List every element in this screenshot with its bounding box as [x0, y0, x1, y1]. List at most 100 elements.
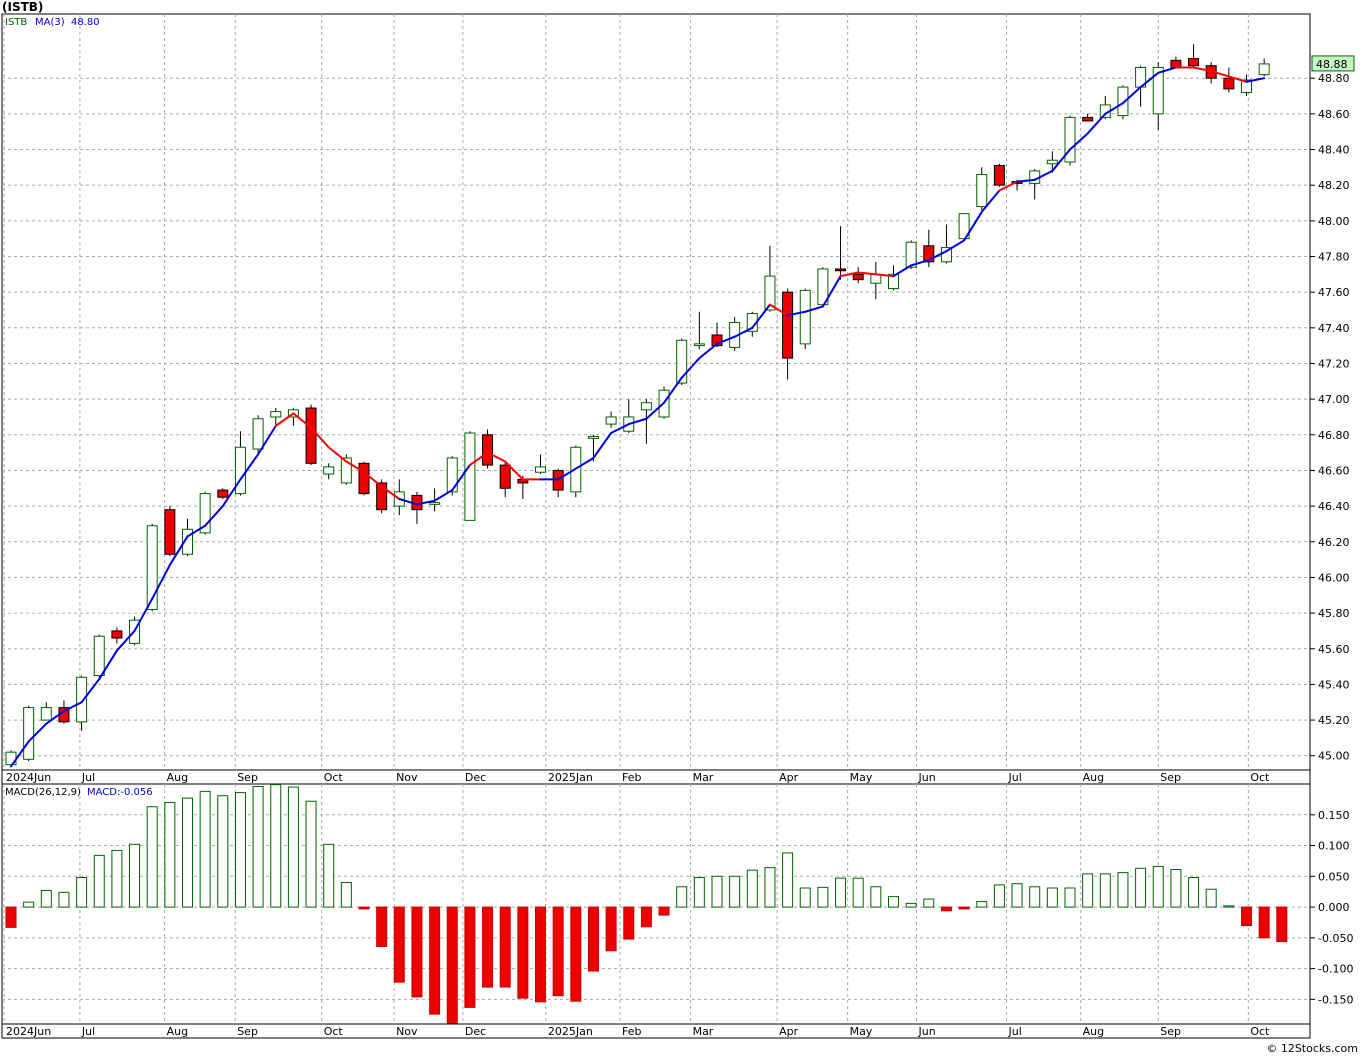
ma-segment: [1051, 148, 1071, 172]
macd-bar-negative: [446, 906, 458, 1025]
candle-body-up: [976, 173, 988, 208]
price-x-tick-label: Jul: [81, 771, 95, 784]
ma-segment: [839, 271, 860, 278]
candle-body-up: [764, 275, 776, 311]
candle: [905, 240, 917, 269]
candle-body-up: [1152, 66, 1164, 115]
price-y-axis: 45.00 45.20 45.40 45.60 45.80 46.00 46.20 46.40…: [1310, 72, 1350, 763]
macd-bar-positive: [23, 901, 35, 908]
candle-body-up: [429, 502, 441, 505]
ma-segment: [998, 180, 1019, 192]
macd-x-tick-label: Feb: [622, 1025, 641, 1038]
ma-segment: [363, 471, 383, 488]
candle-body-down: [923, 245, 935, 263]
macd-bar-positive: [146, 806, 158, 908]
candle: [199, 491, 211, 535]
ma-segment: [1121, 86, 1142, 105]
candle-body-down: [711, 334, 723, 347]
macd-x-tick-label: 2025Jan: [548, 1025, 593, 1038]
macd-bar-positive: [164, 801, 176, 908]
symbol-label: ISTB: [5, 17, 27, 28]
ma-segment: [1210, 70, 1230, 78]
ma-segment: [1104, 102, 1124, 115]
macd-bar-negative: [376, 906, 388, 947]
macd-bar-positive: [764, 867, 776, 908]
candle-body-up: [464, 432, 476, 521]
macd-bar-negative: [393, 906, 405, 983]
price-tick-label: 48.20: [1318, 179, 1350, 192]
price-tick-label: 47.40: [1318, 322, 1350, 335]
candle: [23, 705, 35, 762]
candle-body-down: [499, 464, 511, 489]
ma-segment: [151, 563, 171, 600]
price-tick-label: 46.00: [1318, 571, 1350, 584]
last-price-value: 48.88: [1316, 58, 1348, 71]
macd-bar-positive: [1152, 865, 1164, 908]
macd-x-tick-label: Jul: [1008, 1025, 1022, 1038]
macd-x-axis-band: [1, 1023, 1311, 1039]
ma-segment: [1192, 66, 1213, 73]
ma-segment: [62, 701, 83, 713]
price-x-tick-label: Dec: [465, 771, 486, 784]
macd-bar-positive: [217, 795, 229, 908]
macd-bar-positive: [252, 785, 264, 908]
price-x-tick-label: Jun: [918, 771, 936, 784]
price-tick-label: 47.60: [1318, 286, 1350, 299]
ma-segment: [433, 489, 454, 502]
macd-bar-positive: [835, 877, 847, 908]
price-x-tick-label: Jul: [1008, 771, 1022, 784]
macd-bar-positive: [287, 786, 299, 908]
ma-segment: [716, 335, 736, 345]
macd-bar-positive: [852, 877, 864, 908]
macd-bar-positive: [1205, 888, 1217, 908]
ma-segment: [345, 460, 365, 474]
ma-segment: [204, 505, 224, 527]
candle-body-down: [305, 407, 317, 464]
candle-body-up: [23, 707, 35, 760]
ma-segment: [945, 239, 966, 253]
candle-body-down: [782, 291, 794, 359]
ma-segment: [398, 497, 418, 506]
ma-segment: [892, 264, 913, 278]
candle-body-down: [835, 268, 847, 272]
ma-segment: [627, 417, 648, 426]
macd-bar-positive: [1046, 887, 1058, 908]
ma-segment: [680, 357, 701, 379]
macd-tick-label: -0.150: [1318, 993, 1353, 1006]
candle-body-up: [905, 241, 917, 268]
candle-body-up: [676, 339, 688, 384]
ma-value: 48.80: [71, 17, 100, 28]
macd-x-axis: 2024Jun Jul Aug Sep Oct Nov Dec 2025Jan Feb Mar Ap…: [6, 1025, 1270, 1038]
macd-bars: [5, 784, 1288, 1025]
price-grid: [2, 14, 1310, 770]
macd-bar-negative: [517, 906, 529, 999]
ma-segment: [115, 629, 136, 652]
macd-x-tick-label: Mar: [693, 1025, 714, 1038]
price-x-tick-label: Mar: [693, 771, 714, 784]
candle: [93, 634, 105, 680]
price-x-axis-band: [1, 769, 1311, 785]
candle: [234, 431, 246, 496]
macd-x-tick-label: May: [850, 1025, 873, 1038]
macd-tick-label: 0.050: [1318, 870, 1350, 883]
macd-bar-negative: [552, 906, 564, 997]
candle-body-up: [182, 528, 193, 555]
ma-segment: [1227, 75, 1248, 83]
macd-x-tick-label: Sep: [237, 1025, 258, 1038]
ma-segment: [663, 376, 683, 404]
candle-body-down: [164, 509, 176, 555]
candle-body-up: [799, 289, 811, 345]
candle-body-up: [1046, 159, 1058, 165]
macd-bar-negative: [5, 906, 17, 928]
candle: [1223, 67, 1235, 93]
price-x-tick-label: Apr: [779, 771, 799, 784]
ma-segment: [168, 535, 189, 566]
ma-segment: [415, 499, 436, 506]
price-tick-label: 45.60: [1318, 643, 1350, 656]
macd-x-tick-label: Aug: [1083, 1025, 1104, 1038]
ma-segment: [610, 423, 630, 435]
macd-x-tick-label: Nov: [396, 1025, 418, 1038]
macd-bar-positive: [993, 884, 1005, 908]
candle: [1258, 58, 1270, 77]
